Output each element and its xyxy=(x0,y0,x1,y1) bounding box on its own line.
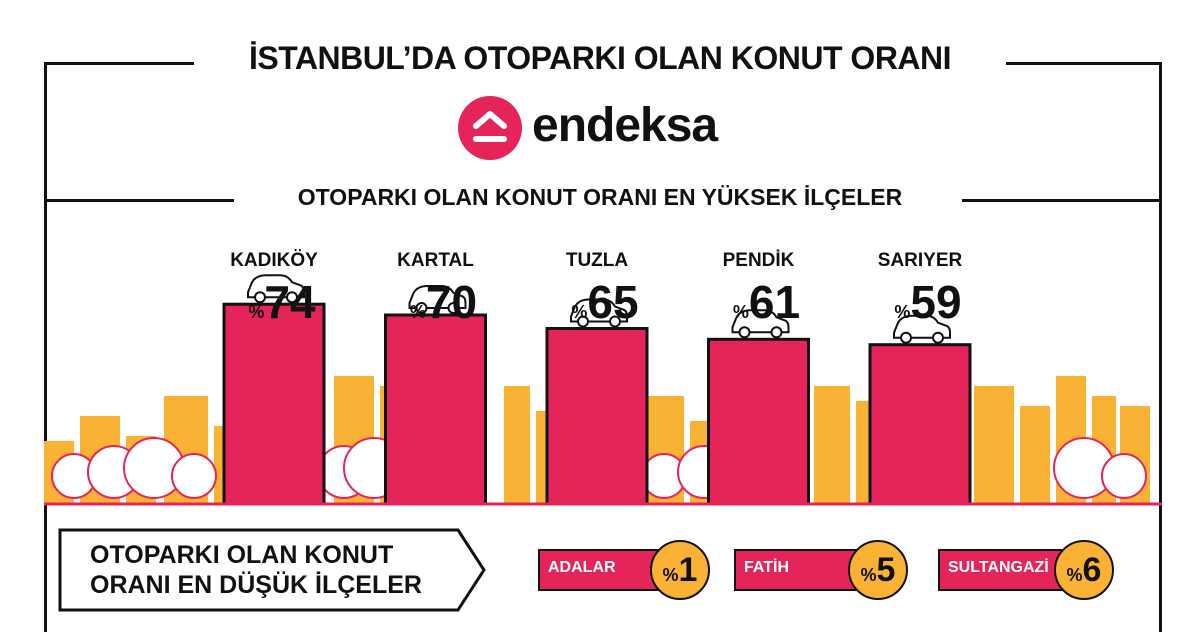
value-number: 1 xyxy=(678,551,698,589)
car-icon xyxy=(893,314,951,344)
tree-icon xyxy=(171,453,217,499)
percent-sign: % xyxy=(410,302,426,322)
lowest-heading: OTOPARKI OLAN KONUT ORANI EN DÜŞÜK İLÇEL… xyxy=(90,540,470,600)
bar-category-label: KADIKÖY xyxy=(230,250,318,271)
value-number: 65 xyxy=(587,276,638,328)
skyline-building xyxy=(974,386,1014,504)
bar xyxy=(222,302,326,506)
subtitle-line-left xyxy=(44,199,234,202)
tree-icon xyxy=(1101,453,1147,499)
bar-chart: KADIKÖY%74KARTAL%70TUZLA%65PENDİK%61SARI… xyxy=(44,250,1162,506)
lowest-item-bar xyxy=(938,549,1072,591)
lowest-item-bar xyxy=(538,549,668,591)
car-icon xyxy=(731,309,790,339)
value-number: 70 xyxy=(426,276,477,328)
value-number: 74 xyxy=(264,276,316,328)
lowest-item-value: %5 xyxy=(848,540,908,600)
bar-category-label: KARTAL xyxy=(397,250,474,271)
car-wheel xyxy=(609,315,621,328)
lowest-item-name: ADALAR xyxy=(548,559,616,576)
lowest-item: SULTANGAZİ %6 xyxy=(938,540,1114,600)
value-number: 61 xyxy=(749,276,800,328)
skyline-building xyxy=(814,386,850,504)
bar xyxy=(384,313,487,506)
car-wheel xyxy=(447,302,460,314)
bar xyxy=(545,327,649,506)
lowest-panel: OTOPARKI OLAN KONUT ORANI EN DÜŞÜK İLÇEL… xyxy=(58,528,488,612)
lowest-heading-line2: ORANI EN DÜŞÜK İLÇELER xyxy=(90,571,422,599)
car-wheel xyxy=(770,326,783,339)
bar-category-label: SARIYER xyxy=(878,250,963,271)
bar-value-label: %70 xyxy=(410,276,477,328)
percent-sign: % xyxy=(1066,565,1083,585)
frame-right xyxy=(1159,62,1162,632)
bar-value-label: %74 xyxy=(248,276,316,328)
skyline-building xyxy=(504,386,530,504)
frame-top-right xyxy=(1006,62,1162,65)
bars-layer xyxy=(222,274,972,506)
car-icon xyxy=(570,298,628,328)
frame-top-left xyxy=(44,62,194,65)
lowest-item: FATİH %5 xyxy=(734,540,910,600)
house-roof-icon xyxy=(458,96,522,160)
bar-category-label: PENDİK xyxy=(723,250,795,271)
car-icon xyxy=(247,274,305,304)
brand-logo: endeksa xyxy=(458,96,748,160)
bar xyxy=(868,343,972,506)
bar-category-label: TUZLA xyxy=(566,250,629,271)
car-wheel xyxy=(738,326,751,339)
page-title: İSTANBUL’DA OTOPARKI OLAN KONUT ORANI xyxy=(0,40,1200,77)
chart-subtitle: OTOPARKI OLAN KONUT ORANI EN YÜKSEK İLÇE… xyxy=(0,184,1200,211)
lowest-item: ADALAR %1 xyxy=(538,540,712,600)
percent-sign: % xyxy=(733,302,749,322)
labels-layer: KADIKÖY%74KARTAL%70TUZLA%65PENDİK%61SARI… xyxy=(230,250,962,328)
percent-sign: % xyxy=(894,302,910,322)
car-wheel xyxy=(932,331,944,344)
percent-sign: % xyxy=(662,565,679,585)
car-wheel xyxy=(286,291,298,304)
lowest-heading-line1: OTOPARKI OLAN KONUT xyxy=(90,541,394,569)
lowest-item-name: FATİH xyxy=(744,559,790,576)
subtitle-line-right xyxy=(962,199,1162,202)
value-number: 5 xyxy=(876,551,896,589)
percent-sign: % xyxy=(860,565,877,585)
car-icon xyxy=(408,285,467,314)
skyline-building xyxy=(1020,406,1050,504)
car-wheel xyxy=(415,302,428,314)
bar-value-label: %59 xyxy=(894,276,961,328)
bar xyxy=(707,337,810,506)
frame-left xyxy=(44,62,47,632)
brand-name: endeksa xyxy=(532,99,718,152)
percent-sign: % xyxy=(248,302,264,322)
car-wheel xyxy=(254,291,266,304)
car-wheel xyxy=(900,331,912,344)
lowest-item-value: %6 xyxy=(1054,540,1114,600)
percent-sign: % xyxy=(571,302,587,322)
value-number: 6 xyxy=(1082,551,1102,589)
lowest-item-name: SULTANGAZİ xyxy=(948,559,1049,576)
value-number: 59 xyxy=(910,276,961,328)
bar-value-label: %65 xyxy=(571,276,638,328)
lowest-item-value: %1 xyxy=(650,540,710,600)
bar-value-label: %61 xyxy=(733,276,800,328)
car-wheel xyxy=(577,315,589,328)
